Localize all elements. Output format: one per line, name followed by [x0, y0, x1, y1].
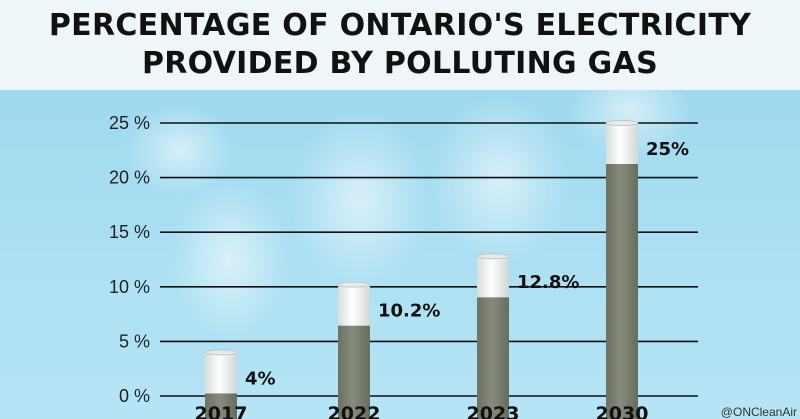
bar-cap: [205, 352, 237, 394]
bar-2030: [605, 120, 639, 419]
bar-cap: [606, 123, 638, 164]
bar-rim: [337, 281, 371, 288]
x-tick-label: 2017: [195, 403, 248, 419]
bars: [204, 120, 639, 419]
bar-body: [606, 164, 638, 419]
x-tick-label: 2030: [596, 403, 649, 419]
bar-2023: [476, 253, 510, 419]
smoke-plume: [170, 180, 290, 340]
bar-body: [205, 393, 237, 419]
bar-body: [338, 325, 370, 419]
bar-2022: [337, 281, 371, 419]
data-label: 10.2%: [378, 301, 440, 322]
data-label: 4%: [245, 368, 276, 389]
chart-title-line-1: PERCENTAGE OF ONTARIO'S ELECTRICITY: [48, 8, 752, 43]
y-tick-label: 5 %: [119, 331, 150, 351]
y-tick-label: 0 %: [119, 386, 150, 406]
bar-rim: [605, 120, 639, 126]
x-tick-label: 2022: [328, 403, 381, 419]
bar-body: [477, 297, 509, 419]
chart-area: 0 % 5 % 10 % 15 % 20 % 25 % 4% 10.2% 12.8% 25% 2…: [0, 90, 800, 419]
data-label: 25%: [646, 139, 689, 160]
header: PERCENTAGE OF ONTARIO'S ELECTRICITY PROV…: [0, 0, 800, 90]
y-axis: 0 % 5 % 10 % 15 % 20 % 25 %: [109, 113, 150, 406]
smoke-plume: [430, 95, 570, 265]
bar-cap: [338, 284, 370, 326]
y-tick-label: 20 %: [109, 168, 150, 188]
bar-rim: [476, 253, 510, 260]
bar-cap: [477, 256, 509, 298]
bar-chart: 0 % 5 % 10 % 15 % 20 % 25 % 4% 10.2% 12.8% 25% 2…: [109, 90, 698, 419]
y-tick-label: 15 %: [109, 222, 150, 242]
watermark: @ONCleanAir: [717, 405, 800, 419]
bar-2017: [204, 349, 238, 419]
data-label: 12.8%: [517, 272, 579, 293]
y-tick-label: 25 %: [109, 113, 150, 133]
chart-title-line-2: PROVIDED BY POLLUTING GAS: [141, 46, 659, 81]
x-tick-label: 2023: [467, 403, 520, 419]
y-tick-label: 10 %: [109, 277, 150, 297]
data-labels: 4% 10.2% 12.8% 25%: [245, 139, 689, 389]
smoke-plume: [125, 105, 235, 195]
x-axis: 2017 2022 2023 2030: [195, 403, 649, 419]
smoke-plume: [290, 110, 430, 290]
bar-rim: [204, 349, 238, 356]
